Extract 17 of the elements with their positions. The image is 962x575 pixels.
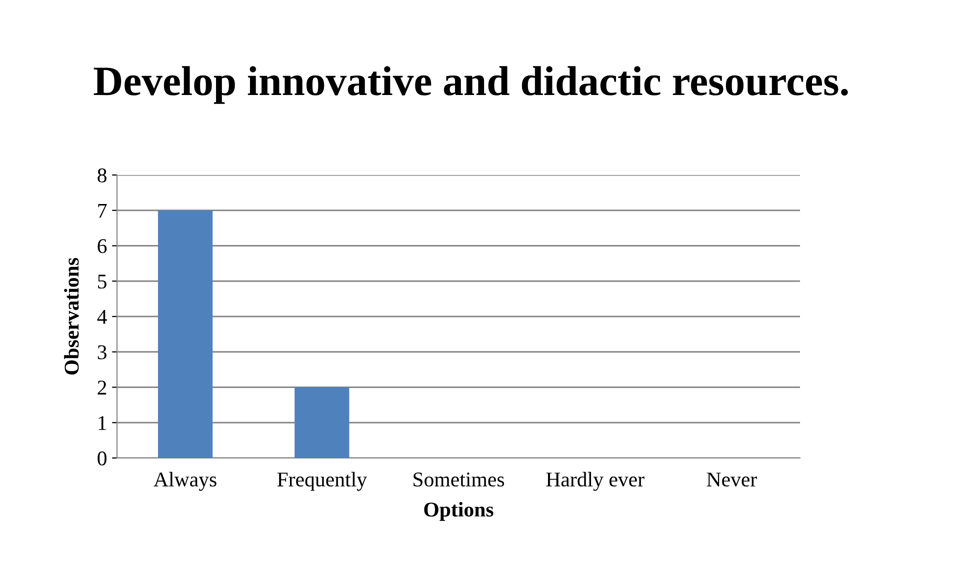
y-tick-label: 2 xyxy=(98,380,106,394)
y-tick-label: 8 xyxy=(98,168,106,182)
y-tick-label: 3 xyxy=(98,345,106,360)
y-tick-label: 4 xyxy=(97,310,107,324)
x-tick-label: Sometimes xyxy=(414,472,504,487)
x-tick-label: Hardly ever xyxy=(546,472,644,491)
y-tick-label: 5 xyxy=(98,274,106,289)
y-tick-label: 0 xyxy=(98,451,106,466)
y-tick-label: 6 xyxy=(98,239,107,254)
x-tick-label: Never xyxy=(706,472,757,487)
x-axis-title: Options xyxy=(424,502,494,521)
y-axis-title: Observations xyxy=(64,258,79,375)
y-tick-label: 1 xyxy=(98,416,106,430)
y-tick-label: 7 xyxy=(98,204,107,218)
x-tick-label: Always xyxy=(154,472,216,491)
x-tick-label: Frequently xyxy=(277,472,367,491)
chart-title: Develop innovative and didactic resources. xyxy=(94,66,848,104)
